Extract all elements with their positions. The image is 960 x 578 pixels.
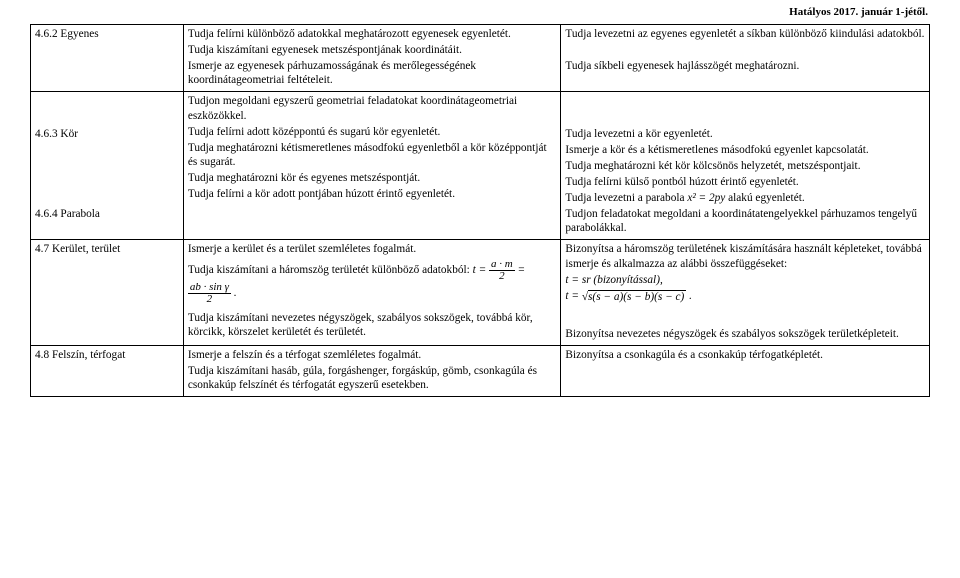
cell-middle: Ismerje a felszín és a térfogat szemléle…	[183, 345, 561, 396]
cell-middle: Tudja felírni különböző adatokkal meghat…	[183, 25, 561, 92]
text: Tudja felírni különböző adatokkal meghat…	[188, 27, 557, 41]
row-label: 4.6.2 Egyenes	[31, 25, 184, 92]
text: Bizonyítsa nevezetes négyszögek és szabá…	[565, 327, 925, 341]
cell-right: Bizonyítsa nevezetes négyszögek és szabá…	[561, 309, 930, 346]
parabola-formula: x² = 2py	[687, 192, 725, 204]
row-label: 4.6.3 Kör 4.6.4 Parabola	[31, 92, 184, 240]
cell-middle: Tudjon megoldani egyszerű geometriai fel…	[183, 92, 561, 240]
heron-formula: t = √s(s − a)(s − b)(s − c) .	[565, 289, 925, 303]
text: Tudja meghatározni két kör kölcsönös hel…	[565, 159, 925, 173]
text: Ismerje az egyenesek párhuzamosságának é…	[188, 59, 557, 87]
text: 4.7 Kerület, terület	[35, 243, 120, 255]
row-label: 4.7 Kerület, terület	[31, 240, 184, 345]
text: Tudja felírni a kör adott pontjában húzo…	[188, 187, 557, 201]
cell-right: Bizonyítsa a háromszög területének kiszá…	[561, 240, 930, 309]
text: Bizonyítsa a csonkagúla és a csonkakúp t…	[565, 348, 925, 362]
cell-middle: Tudja kiszámítani nevezetes négyszögek, …	[183, 309, 561, 346]
text: Tudja meghatározni kétismeretlenes másod…	[188, 141, 557, 169]
text: Tudja kiszámítani egyenesek metszéspontj…	[188, 43, 557, 57]
text: Ismerje a kör és a kétismeretlenes másod…	[565, 143, 925, 157]
cell-right: Tudja levezetni a kör egyenletét. Ismerj…	[561, 92, 930, 240]
text: Tudja kiszámítani hasáb, gúla, forgáshen…	[188, 364, 557, 392]
text: alakú egyenletét.	[725, 192, 804, 204]
text: Tudja síkbeli egyenesek hajlásszögét meg…	[565, 59, 925, 73]
text: Tudja felírni külső pontból húzott érint…	[565, 175, 925, 189]
text: Tudja levezetni a parabola	[565, 192, 687, 204]
text: Bizonyítsa a háromszög területének kiszá…	[565, 242, 925, 270]
document-body: 4.6.2 Egyenes Tudja felírni különböző ad…	[0, 20, 960, 397]
text: Tudja levezetni a parabola x² = 2py alak…	[565, 191, 925, 205]
text: Tudja kiszámítani nevezetes négyszögek, …	[188, 311, 557, 339]
text: Ismerje a kerület és a terület szemlélet…	[188, 242, 557, 256]
text: Tudja levezetni az egyenes egyenletét a …	[565, 27, 925, 41]
text: Tudja felírni adott középpontú és sugarú…	[188, 125, 557, 139]
requirements-table: 4.6.2 Egyenes Tudja felírni különböző ad…	[30, 24, 930, 397]
cell-middle: Ismerje a kerület és a terület szemlélet…	[183, 240, 561, 309]
inradius-formula: t = sr (bizonyítással),	[565, 273, 925, 287]
table-row: 4.6.2 Egyenes Tudja felírni különböző ad…	[31, 25, 930, 92]
cell-right: Tudja levezetni az egyenes egyenletét a …	[561, 25, 930, 92]
table-row: 4.8 Felszín, térfogat Ismerje a felszín …	[31, 345, 930, 396]
text: Ismerje a felszín és a térfogat szemléle…	[188, 348, 557, 362]
text: Tudja kiszámítani a háromszög területét …	[188, 259, 557, 305]
text: Tudjon feladatokat megoldani a koordinát…	[565, 207, 925, 235]
page-header: Hatályos 2017. január 1-jétől.	[0, 0, 960, 20]
text: Tudja levezetni a kör egyenletét.	[565, 127, 925, 141]
text	[565, 43, 925, 57]
text: 4.6.4 Parabola	[35, 207, 179, 221]
table-row: 4.7 Kerület, terület Ismerje a kerület é…	[31, 240, 930, 309]
text: 4.6.3 Kör	[35, 127, 179, 141]
table-row: 4.6.3 Kör 4.6.4 Parabola Tudjon megoldan…	[31, 92, 930, 240]
row-label: 4.8 Felszín, térfogat	[31, 345, 184, 396]
text: Tudja meghatározni kör és egyenes metszé…	[188, 171, 557, 185]
text: Tudja kiszámítani a háromszög területét …	[188, 264, 473, 276]
text: Tudjon megoldani egyszerű geometriai fel…	[188, 94, 557, 122]
cell-right: Bizonyítsa a csonkagúla és a csonkakúp t…	[561, 345, 930, 396]
